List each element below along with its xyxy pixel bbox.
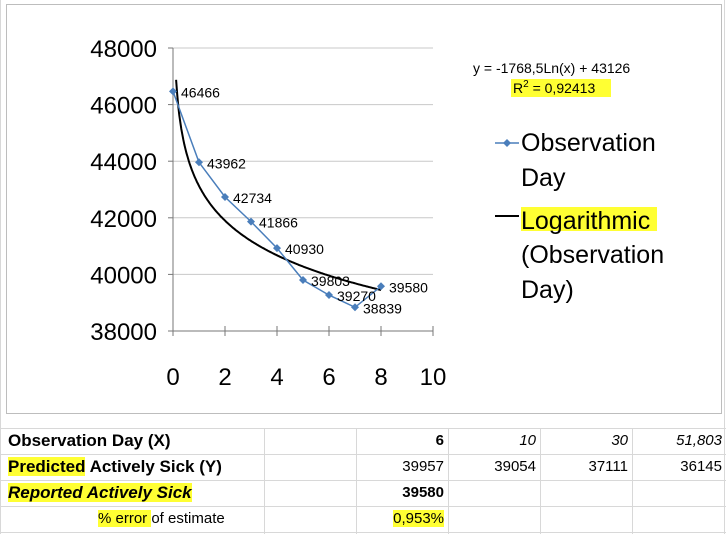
y-tick-label: 48000 bbox=[90, 36, 157, 63]
data-point-marker bbox=[351, 303, 359, 312]
data-point-label: 41866 bbox=[259, 215, 298, 231]
row-reported-label: Reported Actively Sick bbox=[8, 480, 264, 506]
row-predicted-value-3[interactable]: 37111 bbox=[588, 458, 629, 475]
data-point-marker bbox=[169, 87, 177, 96]
error-highlight: % error bbox=[98, 510, 152, 527]
x-tick-label: 4 bbox=[270, 364, 283, 391]
row-error-value-1[interactable]: 0,953% bbox=[356, 506, 448, 532]
error-label-rest: of estimate bbox=[151, 510, 225, 527]
series-markers bbox=[169, 87, 385, 312]
row-predicted-label: Predicted Actively Sick (Y) bbox=[8, 454, 264, 480]
x-tick-label: 6 bbox=[322, 364, 335, 391]
error-value-text: 0,953% bbox=[393, 510, 444, 527]
legend: Observation Day Logarithmic (Observation… bbox=[495, 129, 664, 304]
trendline-logarithmic bbox=[175, 79, 382, 291]
x-tick-label: 10 bbox=[420, 364, 447, 391]
data-point-marker bbox=[325, 291, 333, 300]
legend-series2-label-line3: Day) bbox=[521, 276, 574, 304]
chart-area[interactable]: 48000 46000 44000 42000 40000 38000 0 2 4 6 8 10 46… bbox=[6, 4, 722, 414]
y-tick-label: 40000 bbox=[90, 262, 157, 289]
row-observation-day-value-2[interactable]: 10 bbox=[519, 432, 536, 449]
row-observation-day-value-1[interactable]: 6 bbox=[435, 432, 444, 449]
data-point-marker bbox=[299, 275, 307, 284]
row-observation-day-value-4[interactable]: 51,803 bbox=[676, 432, 722, 449]
legend-series2-label-line2: (Observation bbox=[521, 241, 664, 269]
row-observation-day-value-3[interactable]: 30 bbox=[611, 432, 628, 449]
data-point-label: 42734 bbox=[233, 190, 272, 206]
row-observation-day-label: Observation Day (X) bbox=[8, 431, 171, 450]
reported-label-text: Reported Actively Sick bbox=[8, 483, 192, 502]
x-tick-label: 8 bbox=[374, 364, 387, 391]
r-squared-highlight bbox=[511, 79, 611, 97]
legend-series1-label-line2: Day bbox=[521, 164, 566, 192]
y-tick-label: 44000 bbox=[90, 149, 157, 176]
data-point-label: 43962 bbox=[207, 155, 246, 171]
y-tick-label: 46000 bbox=[90, 93, 157, 120]
data-point-label: 40930 bbox=[285, 241, 324, 257]
data-point-marker bbox=[221, 193, 229, 202]
row-predicted-value-1[interactable]: 39957 bbox=[402, 458, 444, 475]
x-tick-label: 0 bbox=[166, 364, 179, 391]
data-point-marker bbox=[273, 244, 281, 253]
legend-series2-label: Logarithmic bbox=[521, 207, 650, 235]
x-tick-label: 2 bbox=[218, 364, 231, 391]
data-point-label: 39270 bbox=[337, 288, 376, 304]
gridlines bbox=[168, 47, 433, 332]
predicted-label-rest: Actively Sick (Y) bbox=[85, 457, 222, 476]
data-point-marker bbox=[247, 217, 255, 226]
predicted-highlight: Predicted bbox=[8, 457, 86, 476]
trendline-equation: y = -1768,5Ln(x) + 43126 bbox=[473, 60, 630, 76]
legend-series1-label: Observation bbox=[521, 129, 656, 157]
r-squared-label: R2 = 0,92413 bbox=[513, 79, 595, 96]
row-reported-value-1[interactable]: 39580 bbox=[402, 484, 444, 501]
row-error-label: % error of estimate bbox=[98, 506, 264, 532]
row-predicted-value-2[interactable]: 39054 bbox=[494, 458, 536, 475]
data-point-label: 39580 bbox=[389, 279, 428, 295]
legend-series2-highlight bbox=[521, 207, 657, 231]
data-point-marker bbox=[377, 282, 385, 291]
scatter-chart: 48000 46000 44000 42000 40000 38000 0 2 4 6 8 10 46… bbox=[90, 36, 664, 391]
data-point-label: 46466 bbox=[181, 84, 220, 100]
y-tick-label: 42000 bbox=[90, 206, 157, 233]
data-point-label: 39803 bbox=[311, 273, 350, 289]
data-point-marker bbox=[195, 158, 203, 167]
row-predicted-value-4[interactable]: 36145 bbox=[680, 458, 722, 475]
data-point-label: 38839 bbox=[363, 300, 402, 316]
tick-labels: 48000 46000 44000 42000 40000 38000 0 2 4 6 8 10 bbox=[90, 36, 446, 391]
point-labels: 46466 43962 42734 41866 40930 398033927038839… bbox=[181, 84, 428, 316]
legend-series1-marker bbox=[503, 139, 511, 147]
y-tick-label: 38000 bbox=[90, 319, 157, 346]
